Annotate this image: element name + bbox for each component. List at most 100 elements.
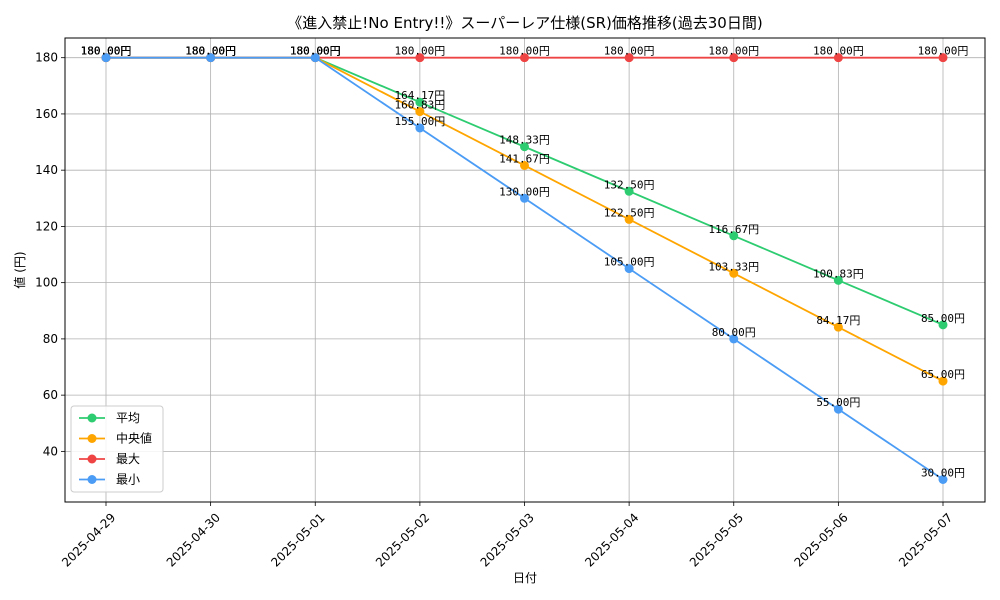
data-label: 180.00円 [290,45,341,58]
data-point [624,186,634,196]
y-tick-label: 180 [35,51,58,65]
data-point [624,53,634,63]
series-最小 [101,53,948,485]
data-label: 55.00円 [816,396,860,409]
legend-item: 最小 [79,473,140,487]
data-label: 85.00円 [921,312,965,325]
data-point [101,53,111,63]
data-point [729,334,739,344]
chart-title: 《進入禁止!No Entry!!》スーパーレア仕様(SR)価格推移(過去30日間… [287,14,762,32]
data-label: 103.33円 [708,260,759,273]
legend-label: 最大 [116,452,140,466]
data-label: 160.83円 [395,99,446,112]
data-label: 180.00円 [185,45,236,58]
data-label: 180.00円 [290,45,341,58]
data-label: 141.67円 [499,152,550,165]
x-tick-label: 2025-05-05 [687,510,746,569]
data-label: 180.00円 [813,45,864,58]
data-point [415,97,425,107]
data-label: 148.33円 [499,134,550,147]
data-label: 180.00円 [185,45,236,58]
data-label: 130.00円 [499,185,550,198]
data-label: 105.00円 [604,256,655,269]
x-axis-label: 日付 [513,571,537,585]
data-point [415,53,425,63]
legend-swatch-marker [87,434,97,443]
data-point [729,268,739,278]
y-tick-label: 120 [35,219,58,233]
legend-label: 平均 [116,411,140,425]
legend-item: 平均 [79,411,140,425]
data-label: 116.67円 [708,223,759,236]
legend-box [70,405,164,493]
data-point [206,53,216,63]
x-tick-label: 2025-04-30 [164,510,223,569]
legend-label: 最小 [116,473,140,487]
x-tick-label: 2025-04-29 [59,510,118,569]
data-labels: 180.00円 180.00円 180.00円 164.17円 148.33円 132.5… [81,45,969,480]
data-label: 180.00円 [395,45,446,58]
data-label: 180.00円 [81,45,132,58]
data-label: 132.50円 [604,178,655,191]
data-point [938,320,948,330]
x-tick-label: 2025-05-06 [791,510,850,569]
data-point [624,264,634,274]
data-point [415,107,425,117]
y-tick-label: 100 [35,276,58,290]
legend-swatch-marker [87,475,97,484]
data-label: 180.00円 [290,45,341,58]
data-label: 164.17円 [395,89,446,102]
data-point [833,404,843,414]
y-tick-label: 40 [43,444,58,458]
data-label: 122.50円 [604,206,655,219]
data-label: 30.00円 [921,467,965,480]
plot-frame [64,37,986,503]
data-label: 155.00円 [395,115,446,128]
data-label: 100.83円 [813,267,864,280]
data-label: 80.00円 [712,326,756,339]
data-label: 180.00円 [81,45,132,58]
data-point [520,193,529,203]
data-point [833,275,843,285]
data-point [833,53,843,63]
data-label: 180.00円 [185,45,236,58]
y-tick-label: 60 [43,388,58,402]
data-point [938,376,948,386]
x-tick-label: 2025-05-01 [268,510,327,569]
data-point [729,231,739,241]
x-tick-label: 2025-05-04 [582,510,641,569]
data-label: 180.00円 [81,45,132,58]
data-point [938,53,948,63]
legend-item: 中央値 [79,431,152,446]
data-label: 180.00円 [185,45,236,58]
data-point [310,53,320,63]
data-point [520,160,529,170]
y-axis-label: 値 (円) [12,251,27,288]
data-label: 180.00円 [604,45,655,58]
legend-label: 中央値 [116,431,152,446]
x-tick-label: 2025-05-07 [896,510,955,569]
y-tick-label: 140 [35,163,58,177]
x-tick-label: 2025-05-03 [478,510,537,569]
data-label: 180.00円 [290,45,341,58]
data-label: 65.00円 [921,368,965,381]
data-label: 180.00円 [708,45,759,58]
y-tick-label: 80 [43,332,58,346]
y-tick-label: 160 [35,107,58,121]
legend-item: 最大 [79,452,140,466]
legend-swatch-marker [87,413,97,423]
data-point [415,123,425,133]
data-label: 180.00円 [918,45,969,58]
data-point [624,214,634,224]
data-label: 180.00円 [499,45,550,58]
x-tick-label: 2025-05-02 [373,510,432,569]
data-point [729,53,739,63]
data-label: 180.00円 [81,45,132,58]
axes: 2025-04-29 2025-04-30 2025-05-01 2025-05-02… [35,37,986,570]
data-point [520,142,529,152]
data-point [833,322,843,332]
legend-swatch-marker [87,454,97,464]
